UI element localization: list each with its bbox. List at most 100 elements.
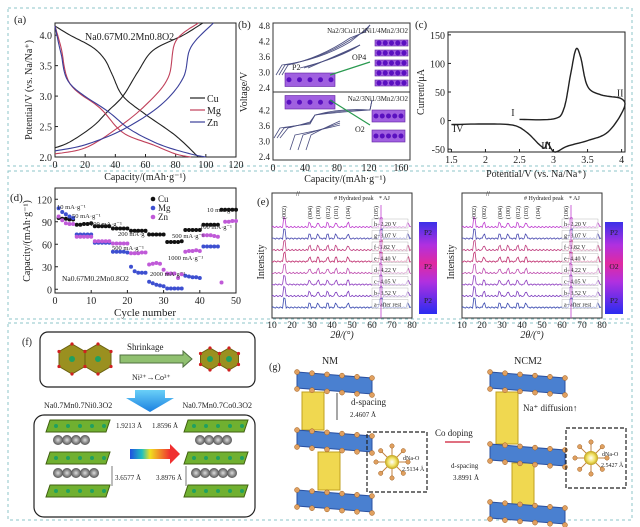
frame-top [7, 7, 633, 167]
metal-atom [66, 456, 70, 460]
data-point-cu [194, 228, 199, 232]
data-point-cu [96, 224, 101, 229]
state-label-box [371, 230, 409, 240]
data-point-cu [139, 228, 144, 233]
data-point-zn [110, 241, 115, 246]
rate-label: 500 mA·g⁻¹ [172, 233, 204, 240]
oxygen-atom [294, 444, 300, 450]
legend-marker-zn [150, 214, 156, 220]
tm-layer [296, 489, 373, 513]
data-point-cu [92, 224, 97, 229]
data-point-zn [56, 214, 61, 219]
data-point-zn [92, 239, 97, 244]
data-point-cu [63, 216, 68, 221]
oxygen-atom [547, 391, 553, 397]
oxygen-atom [70, 342, 74, 346]
panel-label-f: (f) [22, 337, 32, 348]
oxygen-atom [324, 371, 330, 378]
data-point-zn [190, 249, 195, 253]
data-point-zn [121, 241, 126, 246]
oxygen-atom [369, 392, 375, 398]
atom [382, 70, 388, 76]
formula-b-top: Na2/3Cu1/12Ni1/4Mn2/3O2 [327, 27, 408, 35]
oxygen-atom [369, 450, 375, 456]
data-point-cu [165, 240, 170, 244]
data-point-mg [118, 249, 123, 254]
arrow-to-op4 [329, 61, 371, 76]
data-point-zn [219, 280, 224, 285]
oxygen-atom [577, 444, 583, 450]
legend-hydrated: # Hydrated peak [334, 196, 374, 202]
data-point-zn [96, 239, 101, 244]
data-point-mg [194, 275, 199, 280]
metal-atom [228, 456, 232, 460]
oxygen-atom [57, 364, 61, 369]
state-label-box [561, 276, 599, 286]
atom [307, 99, 313, 105]
state-label-box [561, 299, 599, 309]
oxygen-atom [294, 487, 300, 493]
arrow-to-o2 [329, 99, 371, 126]
data-point-cu [81, 222, 86, 226]
data-point-zn [212, 234, 217, 238]
data-point-zn [136, 251, 141, 256]
dnao-label: dNa-O [602, 452, 619, 458]
rate-label: 200 mA·g⁻¹ [118, 231, 150, 238]
oxygen-atom [517, 443, 523, 450]
oxygen-atom [378, 470, 384, 476]
oxygen-atom [324, 489, 330, 496]
y-tick-label: 3.6 [259, 121, 271, 131]
p2-structure-icon [284, 72, 336, 110]
oxygen-atom [487, 369, 493, 375]
peak-label-right: (002) [481, 206, 488, 219]
data-point-zn [100, 239, 105, 244]
y-tick-label: 60 [42, 240, 52, 251]
oxygen-atom [309, 370, 315, 376]
metal-atom [192, 424, 196, 428]
oxygen-atom [208, 346, 212, 350]
data-point-zn [107, 239, 112, 244]
data-point-cu [219, 207, 224, 212]
data-point-cu [176, 240, 181, 244]
metal-atom [240, 424, 244, 428]
x-tick-label: 160 [394, 163, 409, 174]
oxygen-atom [502, 459, 508, 465]
data-point-cu [118, 226, 123, 231]
x-tick-label: 50 [231, 296, 241, 307]
atom [382, 60, 388, 66]
data-point-cu [121, 226, 126, 231]
data-point-mg [161, 284, 166, 289]
oxygen-atom [324, 388, 330, 395]
data-point-mg [176, 286, 181, 291]
oxygen-atom [562, 375, 568, 381]
oxygen-atom [339, 389, 345, 396]
y-axis-label-d: Capacity/(mAh·g⁻¹) [22, 200, 33, 282]
atom [373, 113, 379, 119]
sodium-atom [89, 468, 99, 478]
data-point-cu [110, 226, 115, 231]
atom [318, 99, 323, 105]
gradient-arrow-body [130, 449, 170, 459]
y-tick-label: 3.5 [40, 62, 53, 73]
y-tick-label: 2.0 [40, 153, 53, 164]
x-axis-label-c: Potential/V (vs. Na/Na⁺) [486, 169, 586, 180]
data-point-cu [212, 222, 217, 227]
x-tick-label: 20 [122, 296, 132, 307]
voltage-curve-top [281, 24, 371, 76]
sodium-atom [71, 468, 81, 478]
state-label-box [371, 299, 409, 309]
data-point-zn [129, 251, 134, 256]
atom [286, 99, 292, 105]
oxygen-atom [373, 459, 379, 465]
atom [376, 70, 382, 76]
data-point-zn [60, 218, 65, 223]
atom [401, 40, 407, 46]
transform-arrow-icon [126, 390, 174, 412]
rate-label: 50 mA·g⁻¹ [72, 213, 101, 220]
data-point-zn [139, 250, 144, 255]
oxygen-atom [547, 463, 553, 469]
sodium-atom [213, 435, 223, 445]
atom [286, 77, 292, 83]
